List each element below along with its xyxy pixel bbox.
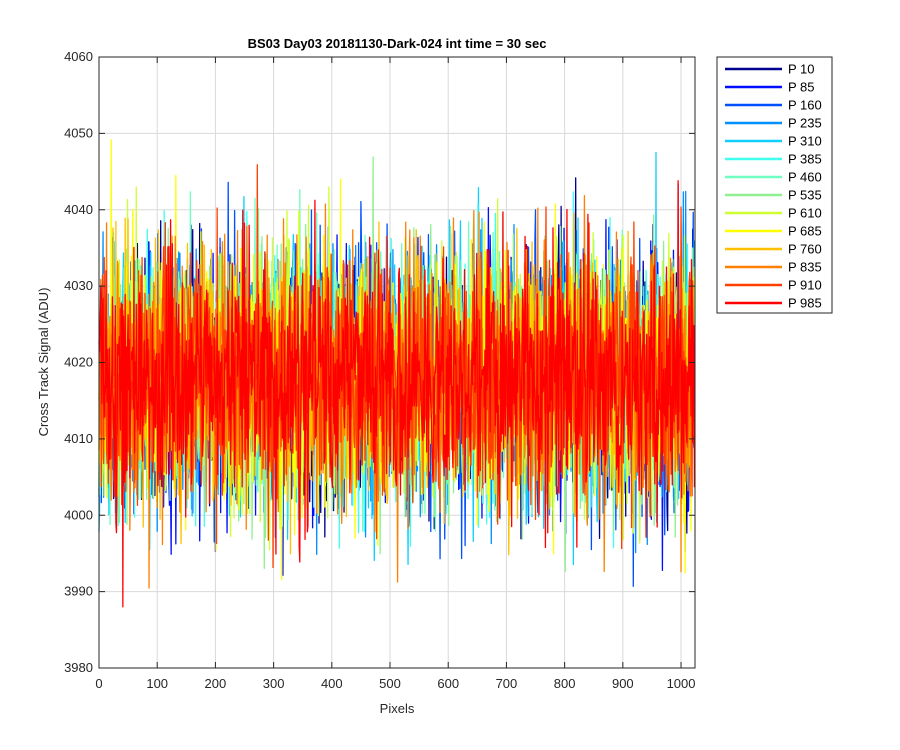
legend-box [716, 56, 833, 314]
y-tick-label: 4060 [64, 49, 93, 64]
x-tick-label: 1000 [667, 676, 696, 691]
x-tick-label: 900 [612, 676, 634, 691]
series-line-p-985 [98, 180, 696, 608]
legend-label: P 685 [788, 224, 822, 239]
x-tick-label: 800 [554, 676, 576, 691]
legend-label: P 310 [788, 134, 822, 149]
legend-label: P 985 [788, 296, 822, 311]
chart-title: BS03 Day03 20181130-Dark-024 int time = … [248, 36, 547, 51]
y-tick-label: 4010 [64, 431, 93, 446]
legend-label: P 235 [788, 116, 822, 131]
legend-label: P 10 [788, 62, 815, 77]
x-tick-label: 300 [263, 676, 285, 691]
x-axis-label: Pixels [380, 701, 415, 716]
x-tick-label: 100 [146, 676, 168, 691]
legend-label: P 610 [788, 206, 822, 221]
y-tick-label: 3980 [64, 660, 93, 675]
legend-label: P 835 [788, 260, 822, 275]
x-tick-label: 500 [379, 676, 401, 691]
legend-label: P 460 [788, 170, 822, 185]
x-tick-label: 200 [205, 676, 227, 691]
y-tick-label: 4050 [64, 125, 93, 140]
legend-label: P 160 [788, 98, 822, 113]
x-tick-label: 0 [95, 676, 102, 691]
y-tick-label: 4000 [64, 507, 93, 522]
legend-label: P 910 [788, 278, 822, 293]
y-tick-label: 4040 [64, 202, 93, 217]
y-axis-label: Cross Track Signal (ADU) [36, 288, 51, 437]
legend-label: P 385 [788, 152, 822, 167]
x-tick-label: 700 [496, 676, 518, 691]
y-tick-label: 3990 [64, 584, 93, 599]
y-tick-label: 4020 [64, 355, 93, 370]
series-lines [98, 139, 696, 608]
legend-label: P 535 [788, 188, 822, 203]
legend: P 10 P 85 P 160 P 235 P 310 P 385 P 460 P 535 P … [716, 56, 833, 314]
legend-label: P 760 [788, 242, 822, 257]
axis-ticks: 0 100 200 300 400 500 600 700 800 900 1000 3980 3990… [64, 49, 695, 691]
legend-label: P 85 [788, 80, 815, 95]
x-tick-label: 600 [437, 676, 459, 691]
x-tick-label: 400 [321, 676, 343, 691]
legend-items: P 10 P 85 P 160 P 235 P 310 P 385 P 460 P 535 P … [725, 62, 822, 311]
y-tick-label: 4030 [64, 278, 93, 293]
